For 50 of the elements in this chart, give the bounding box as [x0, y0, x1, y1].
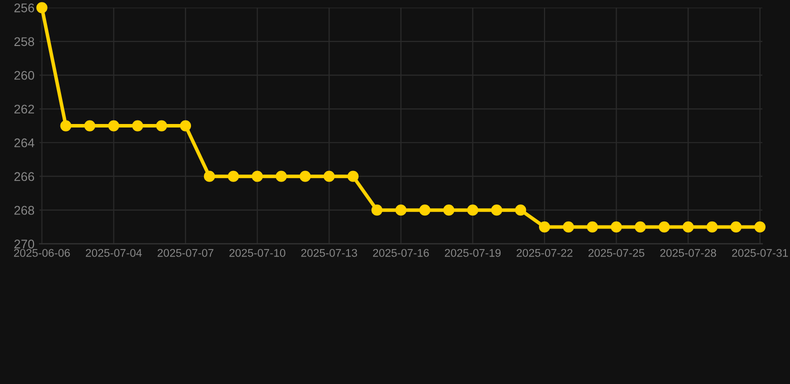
- x-tick-label: 2025-07-10: [229, 248, 286, 257]
- x-tick-label: 2025-07-19: [444, 248, 501, 257]
- x-tick-label: 2025-07-31: [732, 248, 788, 257]
- point: [730, 221, 742, 233]
- point: [610, 221, 622, 233]
- point: [204, 170, 215, 182]
- point: [324, 170, 335, 182]
- point: [634, 221, 646, 233]
- point: [395, 204, 406, 216]
- y-tick-label: 268: [14, 206, 34, 215]
- point: [443, 204, 454, 216]
- point: [36, 2, 48, 14]
- point: [658, 221, 670, 233]
- x-tick-label: 2025-07-22: [516, 248, 572, 257]
- y-tick-label: 256: [14, 3, 34, 12]
- x-tick-label: 2025-06-06: [14, 248, 70, 257]
- point: [371, 204, 383, 216]
- point: [706, 221, 718, 233]
- point: [132, 120, 144, 132]
- y-tick-label: 258: [14, 37, 34, 46]
- point: [228, 170, 239, 182]
- point: [562, 221, 574, 233]
- x-tick-label: 2025-07-07: [158, 248, 214, 257]
- y-tick-label: 264: [14, 138, 34, 148]
- point: [252, 170, 263, 182]
- x-tick-label: 2025-07-13: [301, 248, 358, 257]
- y-tick-label: 266: [14, 172, 34, 182]
- point: [754, 221, 766, 233]
- point: [515, 204, 526, 216]
- point: [276, 170, 287, 182]
- point: [180, 120, 192, 132]
- point: [348, 170, 359, 182]
- y-tick-label: 260: [14, 70, 34, 80]
- point: [467, 204, 478, 216]
- x-tick-label: 2025-07-25: [588, 248, 644, 257]
- x-tick-label: 2025-07-04: [86, 248, 142, 257]
- point: [491, 204, 502, 216]
- point: [682, 221, 694, 233]
- x-tick-label: 2025-07-28: [660, 248, 716, 257]
- x-tick-label: 2025-07-16: [373, 248, 429, 257]
- point: [419, 204, 430, 216]
- point: [300, 170, 311, 182]
- point: [60, 120, 72, 132]
- point: [586, 221, 598, 233]
- y-tick-label: 270: [14, 240, 34, 248]
- y-tick-label: 262: [14, 104, 34, 114]
- point: [84, 120, 96, 132]
- point: [108, 120, 120, 132]
- point: [156, 120, 168, 132]
- point: [538, 221, 550, 233]
